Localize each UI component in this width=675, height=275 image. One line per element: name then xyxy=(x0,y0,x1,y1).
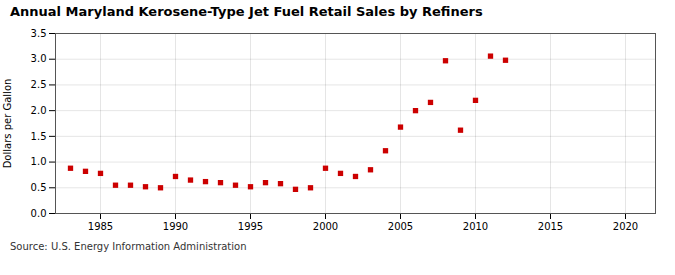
svg-text:2000: 2000 xyxy=(313,221,338,232)
svg-text:1985: 1985 xyxy=(88,221,113,232)
svg-text:2.0: 2.0 xyxy=(31,105,47,116)
svg-text:2010: 2010 xyxy=(463,221,488,232)
svg-text:1990: 1990 xyxy=(163,221,188,232)
svg-text:3.5: 3.5 xyxy=(31,28,47,39)
svg-text:0.5: 0.5 xyxy=(31,182,47,193)
svg-text:Dollars per Gallon: Dollars per Gallon xyxy=(2,79,13,169)
svg-text:2015: 2015 xyxy=(538,221,563,232)
svg-text:2005: 2005 xyxy=(388,221,413,232)
svg-text:1.5: 1.5 xyxy=(31,131,47,142)
html-text:Source: U.S. Energy Informatio: Source: U.S. Energy Information Administ… xyxy=(10,241,247,252)
svg-text:2020: 2020 xyxy=(613,221,638,232)
html-text:Annual Maryland Kerosene-Type: Annual Maryland Kerosene-Type Jet Fuel R… xyxy=(10,4,483,19)
svg-text:1.0: 1.0 xyxy=(31,156,47,167)
svg-text:2.5: 2.5 xyxy=(31,79,47,90)
svg-text:1995: 1995 xyxy=(238,221,263,232)
svg-text:0.0: 0.0 xyxy=(31,208,47,219)
svg-text:3.0: 3.0 xyxy=(31,53,47,64)
